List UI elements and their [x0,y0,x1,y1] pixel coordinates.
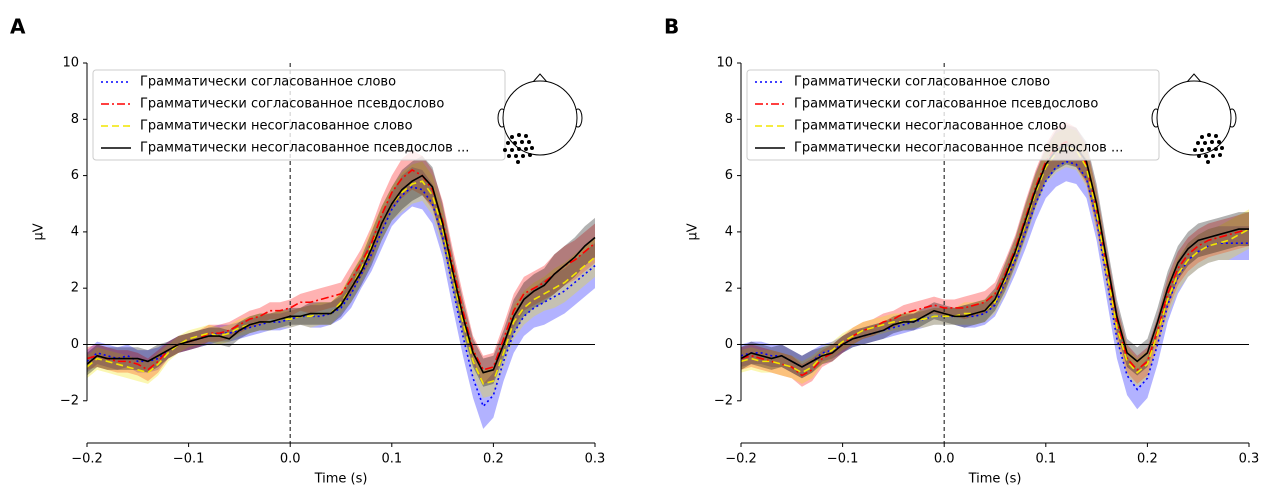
legend-label: Грамматически согласованное псевдослово [794,97,1098,112]
y-tick-label: 6 [71,168,79,183]
sensor [1193,148,1197,152]
panel: A −2 0 2 4 6 8 10 −0.2 −0.1 0.0 0.1 0.2 0.3 Time (s) µV… [10,15,605,486]
head-nose [532,73,548,83]
sensor [510,135,514,139]
sensor [517,133,521,137]
sensor [1200,148,1204,152]
x-axis-label: Time (s) [314,472,368,486]
y-tick-label: −2 [714,393,733,408]
y-tick-label: −2 [60,393,79,408]
sensor [516,160,520,164]
y-tick-label: 6 [725,168,733,183]
x-tick-label: 0.2 [1137,452,1158,467]
series-line [740,146,1250,374]
head [1156,80,1232,156]
x-tick-label: 0.0 [934,452,955,467]
x-tick-label: 0.1 [1035,452,1056,467]
x-tick-label: −0.1 [173,452,205,467]
sensor [527,140,531,144]
head [502,80,578,156]
y-tick-label: 10 [716,56,733,71]
panel: B −2 0 2 4 6 8 10 −0.2 −0.1 0.0 0.1 0.2 0.3 Time (s) µV… [664,15,1259,486]
legend-label: Грамматически несогласованное слово [140,119,413,134]
error-band [741,124,1249,379]
series-line [740,143,1249,368]
x-tick-label: −0.1 [827,452,859,467]
sensor [1204,154,1208,158]
y-tick-label: 2 [725,281,733,296]
sensor [1218,153,1222,157]
y-axis-label: µV [686,223,701,240]
sensor [1207,133,1211,137]
x-tick-label: 0.1 [381,452,402,467]
sensor [1206,160,1210,164]
legend-label: Грамматически согласованное псевдослово [140,97,444,112]
y-tick-label: 4 [71,224,79,239]
sensor [520,140,524,144]
y-tick-label: 0 [725,337,733,352]
y-tick-label: 8 [71,112,79,127]
sensor [517,147,521,151]
error-band [741,122,1249,387]
sensor [1210,140,1214,144]
series-line [740,160,1249,391]
head-nose [1186,73,1202,83]
sensor [1203,141,1207,145]
sensor [507,154,511,158]
y-axis-label: µV [32,223,47,240]
sensor [524,147,528,151]
sensor [521,154,525,158]
x-tick-label: 0.3 [585,452,606,467]
y-tick-label: 0 [71,337,79,352]
sensor [1207,147,1211,151]
x-axis-label: Time (s) [968,472,1022,486]
error-band [87,150,595,384]
y-tick-label: 10 [62,56,79,71]
x-tick-label: 0.3 [1239,452,1260,467]
sensor [1197,154,1201,158]
sensor [1200,135,1204,139]
sensor [514,154,518,158]
x-tick-label: −0.2 [71,452,103,467]
legend-label: Грамматически несогласованное псевдослов… [140,141,469,156]
y-tick-label: 4 [725,224,733,239]
sensor [510,148,514,152]
x-tick-label: 0.2 [483,452,504,467]
sensor [530,146,534,150]
sensor [1196,141,1200,145]
sensor [513,141,517,145]
sensor [1211,154,1215,158]
y-tick-label: 8 [725,112,733,127]
legend-label: Грамматически согласованное слово [140,75,396,90]
sensor [506,141,510,145]
x-tick-label: −0.2 [725,452,757,467]
series-line [86,185,596,408]
error-band [87,167,595,429]
sensor [528,153,532,157]
legend-label: Грамматически согласованное слово [794,75,1050,90]
sensor [1217,140,1221,144]
sensor [1220,146,1224,150]
error-band [741,127,1249,387]
y-tick-label: 2 [71,281,79,296]
sensor [1214,134,1218,138]
sensor [1214,147,1218,151]
series-line [86,180,596,385]
sensor [524,134,528,138]
panel-label: A [10,15,26,39]
legend-label: Грамматически несогласованное слово [794,119,1067,134]
series-line [740,140,1250,377]
sensor [503,148,507,152]
series-line [86,174,596,374]
panel-label: B [664,15,679,39]
legend-label: Грамматически несогласованное псевдослов… [794,141,1123,156]
x-tick-label: 0.0 [280,452,301,467]
